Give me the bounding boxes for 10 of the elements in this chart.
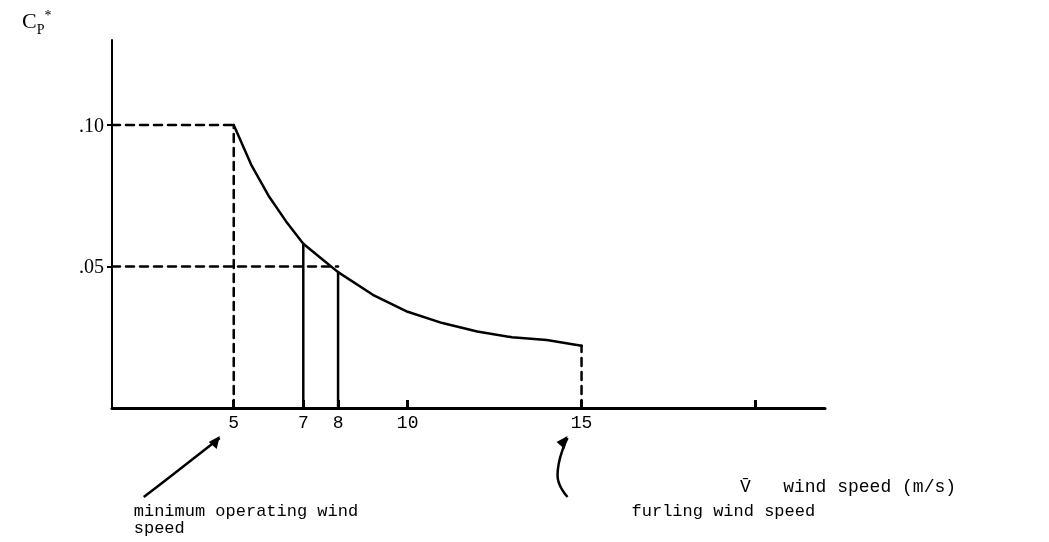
x-tick-label: 15 — [570, 413, 593, 433]
x-axis-title: V̄ wind speed (m/s) — [740, 477, 957, 497]
text: furling wind speed — [631, 502, 816, 521]
x-tick-label: 8 — [332, 413, 344, 433]
y-tick-label: .10 — [79, 113, 104, 136]
x-tick-label: 10 — [396, 413, 419, 433]
x-tick-label: 5 — [228, 413, 240, 433]
x-tick-label: 7 — [297, 413, 309, 433]
y-tick-label: .05 — [79, 255, 104, 278]
text: minimum operating wind speed — [133, 502, 369, 538]
